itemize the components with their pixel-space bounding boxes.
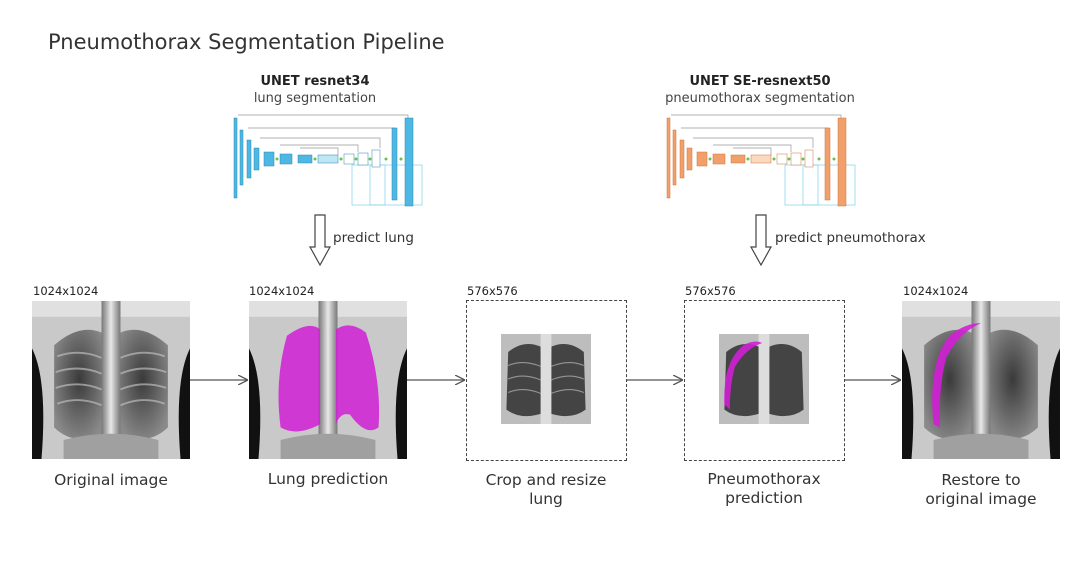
stage-caption: Original image	[54, 471, 168, 489]
unet-diagram-1	[233, 114, 423, 207]
lung-prediction-image	[249, 301, 407, 459]
unet-diagram-2	[666, 114, 856, 207]
resolution-label: 576x576	[685, 284, 736, 298]
resolution-label: 576x576	[467, 284, 518, 298]
restored-image	[902, 301, 1060, 459]
stage-caption: Lung prediction	[267, 470, 389, 488]
pneumothorax-stage-box	[684, 300, 845, 461]
model-2-name: UNET SE-resnext50	[689, 74, 831, 89]
page-title: Pneumothorax Segmentation Pipeline	[48, 30, 445, 54]
model-1-task: lung segmentation	[253, 91, 377, 106]
crop-stage-box	[466, 300, 627, 461]
model-2-task: pneumothorax segmentation	[665, 91, 855, 106]
model-1-name: UNET resnet34	[260, 74, 370, 89]
predict-pneumothorax-arrow	[749, 214, 773, 267]
resolution-label: 1024x1024	[33, 284, 99, 298]
pneumothorax-mask-restored	[932, 323, 981, 428]
lung-mask-right	[335, 325, 380, 431]
resolution-label: 1024x1024	[249, 284, 315, 298]
predict-pneumothorax-label: predict pneumothorax	[775, 230, 926, 246]
lung-mask-left	[278, 325, 321, 432]
predict-lung-label: predict lung	[333, 230, 414, 246]
stage-caption: Crop and resize lung	[485, 471, 607, 508]
original-xray-image	[32, 301, 190, 459]
stage-caption: Restore to original image	[925, 471, 1037, 508]
pneumothorax-mask	[724, 341, 763, 410]
predict-lung-arrow	[308, 214, 332, 267]
stage-caption: Pneumothorax prediction	[707, 470, 821, 507]
pneumothorax-prediction-image	[719, 334, 809, 424]
cropped-lung-image	[501, 334, 591, 424]
resolution-label: 1024x1024	[903, 284, 969, 298]
